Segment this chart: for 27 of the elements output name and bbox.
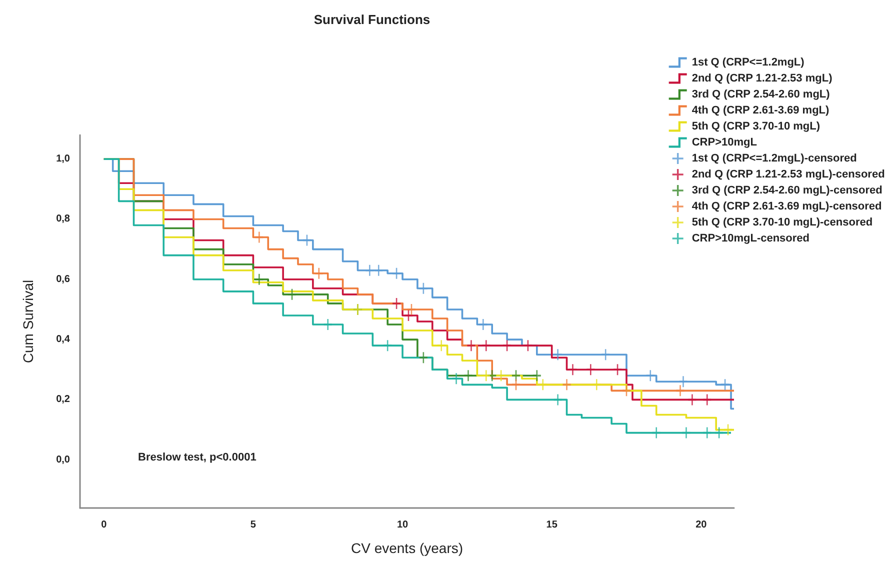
y-tick-label: 0,8 <box>56 214 70 225</box>
x-tick-label: 10 <box>396 520 409 530</box>
legend-label: 2nd Q (CRP 1.21-2.53 mgL)-censored <box>692 168 885 180</box>
legend-label: 5th Q (CRP 3.70-10 mgL)-censored <box>692 216 873 228</box>
x-axis-title: CV events (years) <box>350 540 464 556</box>
legend-label: 4th Q (CRP 2.61-3.69 mgL) <box>692 104 830 116</box>
legend-label: 2nd Q (CRP 1.21-2.53 mgL) <box>692 72 833 84</box>
y-tick-label: 0,6 <box>56 274 70 285</box>
x-tick-label: 0 <box>101 520 108 530</box>
x-tick-label: 5 <box>250 520 256 530</box>
x-tick-label: 20 <box>696 520 708 530</box>
legend-label: 3rd Q (CRP 2.54-2.60 mgL)-censored <box>692 184 882 196</box>
legend-label: 4th Q (CRP 2.61-3.69 mgL)-censored <box>692 200 882 212</box>
legend-label: CRP>10mgL <box>692 136 758 148</box>
annotation: Breslow test, p<0.0001 <box>138 452 256 464</box>
x-tick-label: 15 <box>546 520 558 530</box>
legend-label: 5th Q (CRP 3.70-10 mgL) <box>692 120 820 132</box>
y-axis-title: Cum Survival <box>20 280 36 364</box>
y-tick-label: 0,4 <box>56 334 70 346</box>
legend-label: 3rd Q (CRP 2.54-2.60 mgL) <box>692 88 830 100</box>
legend-label: CRP>10mgL-censored <box>692 232 810 244</box>
y-tick-label: 1,0 <box>56 154 70 165</box>
y-tick-label: 0,2 <box>56 394 70 406</box>
chart-title: Survival Functions <box>314 12 430 27</box>
legend-label: 1st Q (CRP<=1.2mgL) <box>692 56 805 68</box>
y-tick-label: 0,0 <box>56 454 70 466</box>
legend-label: 1st Q (CRP<=1.2mgL)-censored <box>692 152 857 164</box>
